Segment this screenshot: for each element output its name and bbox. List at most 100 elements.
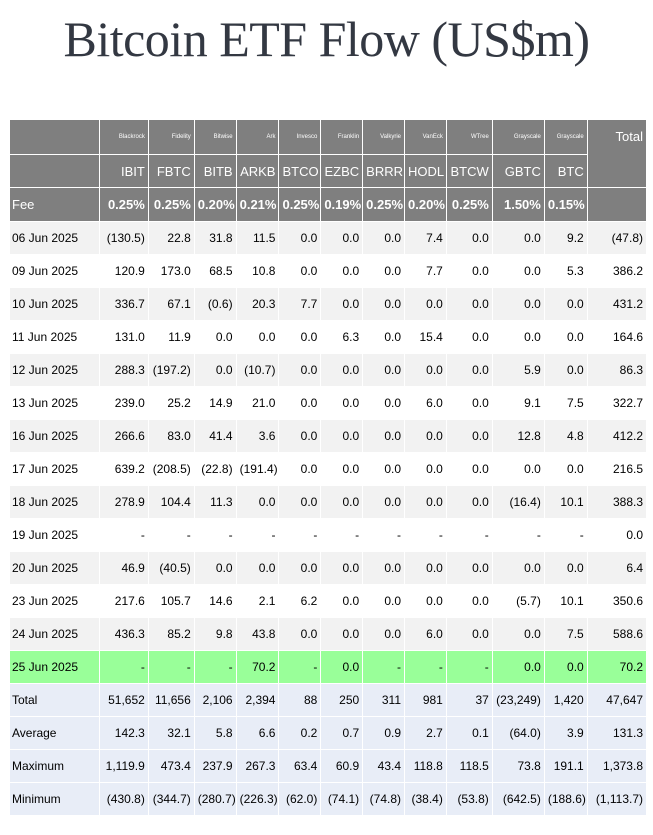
stats-value: 250 (320, 683, 364, 717)
fee-value: 0.20% (404, 187, 447, 222)
flow-value: 266.6 (98, 419, 149, 453)
flow-value: 0.0 (362, 320, 406, 354)
flow-value: - (445, 518, 493, 552)
flow-value: 639.2 (98, 452, 149, 486)
flow-value: 0.0 (445, 551, 493, 585)
flow-value: 5.3 (543, 254, 588, 288)
stats-value: 11,656 (147, 683, 195, 717)
flow-value: 0.0 (445, 254, 493, 288)
flow-value: 21.0 (235, 386, 280, 420)
stats-value: (74.8) (362, 782, 406, 816)
stats-value: (38.4) (404, 782, 447, 816)
table-row: 20 Jun 2025 46.9 (40.5) 0.0 0.0 0.0 0.0 0.0 0.0 0… (9, 551, 648, 585)
stats-value: 2.7 (404, 716, 447, 750)
table-row: 12 Jun 2025 288.3 (197.2) 0.0 (10.7) 0.0 0.0 0.… (9, 353, 648, 387)
flow-value: - (404, 518, 447, 552)
fee-value: 0.25% (445, 187, 493, 222)
flow-value: 25.2 (147, 386, 195, 420)
row-date: 18 Jun 2025 (9, 485, 100, 519)
flow-value: 0.0 (362, 617, 406, 651)
flow-value: 288.3 (98, 353, 149, 387)
row-total: 412.2 (586, 419, 648, 453)
stats-value: 73.8 (491, 749, 545, 783)
flow-value: 0.0 (362, 353, 406, 387)
fee-value: 0.21% (235, 187, 280, 222)
flow-value: 6.3 (320, 320, 364, 354)
row-date: 25 Jun 2025 (9, 650, 100, 684)
flow-value: - (404, 650, 447, 684)
fee-value: 0.19% (320, 187, 364, 222)
stats-value: 6.6 (235, 716, 280, 750)
issuer-label: Fidelity (147, 120, 195, 155)
flow-value: 46.9 (98, 551, 149, 585)
flow-value: 0.0 (445, 617, 493, 651)
table-row: 10 Jun 2025 336.7 67.1 (0.6) 20.3 7.7 0.0 0.0 0.… (9, 287, 648, 321)
row-date: 20 Jun 2025 (9, 551, 100, 585)
fee-value: 1.50% (491, 187, 545, 222)
flow-value: - (491, 518, 545, 552)
stats-value: 118.5 (445, 749, 493, 783)
issuer-label: Ark (235, 120, 280, 155)
table-row: 25 Jun 2025- - -70.2-0.0- - -0.0 0.0 70.2 (9, 650, 648, 684)
flow-value: 2.1 (235, 584, 280, 618)
etf-flow-table: Blackrock Fidelity Bitwise Ark Invesco Frankl… (9, 120, 648, 816)
flow-value: 0.0 (445, 353, 493, 387)
flow-value: 0.0 (362, 485, 406, 519)
issuer-label: VanEck (404, 120, 447, 155)
ticker-label: BTCO (278, 154, 322, 188)
row-total: 322.7 (586, 386, 648, 420)
flow-value: 0.0 (320, 254, 364, 288)
stats-row: Minimum (430.8) (344.7) (280.7) (226.3) (62.0… (9, 782, 648, 816)
stats-value: 1,420 (543, 683, 588, 717)
flow-value: 0.0 (491, 617, 545, 651)
flow-value: 20.3 (235, 287, 280, 321)
flow-value: 11.9 (147, 320, 195, 354)
flow-value: (0.6) (193, 287, 237, 321)
table-row: 09 Jun 2025 120.9 173.0 68.5 10.8 0.0 0.0 0.0 7.… (9, 254, 648, 288)
flow-value: 0.0 (491, 650, 545, 684)
flow-value: 4.8 (543, 419, 588, 453)
fee-value: 0.25% (147, 187, 195, 222)
flow-value: (22.8) (193, 452, 237, 486)
stats-value: 43.4 (362, 749, 406, 783)
total-column-header: Total (586, 120, 648, 188)
stats-row: Maximum 1,119.9 473.4 237.9 267.3 63.4 60.9 43.… (9, 749, 648, 783)
row-total: 388.3 (586, 485, 648, 519)
flow-value: 239.0 (98, 386, 149, 420)
row-total: 588.6 (586, 617, 648, 651)
flow-value: 7.4 (404, 221, 447, 255)
flow-value: 0.0 (404, 452, 447, 486)
flow-value: 12.8 (491, 419, 545, 453)
row-date: 10 Jun 2025 (9, 287, 100, 321)
flow-value: 9.1 (491, 386, 545, 420)
flow-value: 6.0 (404, 617, 447, 651)
fee-value: 0.25% (362, 187, 406, 222)
fee-value: 0.15% (543, 187, 588, 222)
flow-value: - (362, 650, 406, 684)
flow-value: (208.5) (147, 452, 195, 486)
ticker-label: BTCW (445, 154, 493, 188)
flow-value: 0.0 (193, 353, 237, 387)
stats-value: 267.3 (235, 749, 280, 783)
stats-value: (23,249) (491, 683, 545, 717)
row-total: 86.3 (586, 353, 648, 387)
stats-value: (226.3) (235, 782, 280, 816)
flow-value: 0.0 (445, 452, 493, 486)
flow-value: 0.0 (404, 353, 447, 387)
stats-value: 0.9 (362, 716, 406, 750)
flow-value: 0.0 (278, 485, 322, 519)
flow-value: 67.1 (147, 287, 195, 321)
flow-value: 0.0 (543, 551, 588, 585)
row-date: 16 Jun 2025 (9, 419, 100, 453)
flow-value: (191.4) (235, 452, 280, 486)
flow-value: 131.0 (98, 320, 149, 354)
flow-value: 105.7 (147, 584, 195, 618)
flow-value: 14.9 (193, 386, 237, 420)
flow-value: 0.0 (278, 419, 322, 453)
stats-value: 2,394 (235, 683, 280, 717)
stats-value: (280.7) (193, 782, 237, 816)
stats-value: (188.6) (543, 782, 588, 816)
flow-value: 0.0 (404, 419, 447, 453)
table-row: 23 Jun 2025 217.6 105.7 14.6 2.1 6.2 0.0 0.0 0.0… (9, 584, 648, 618)
stats-row: Total 51,652 11,656 2,106 2,394 88 250 311 981 37… (9, 683, 648, 717)
